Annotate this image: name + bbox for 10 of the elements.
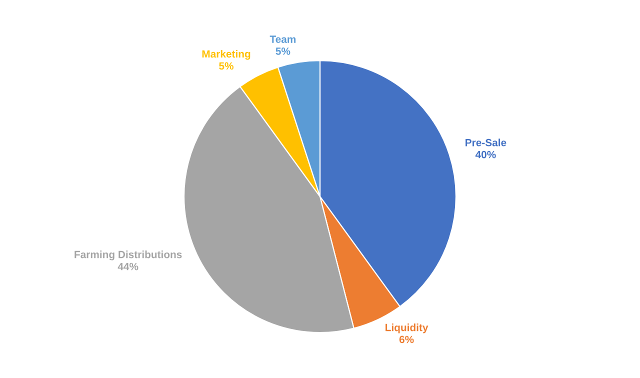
slice-label: Marketing [202,50,250,60]
data-label: 44% [118,262,138,270]
data-label: 6% [399,336,414,344]
data-label: 5% [219,62,234,70]
slice-label: Farming Distributions [74,250,182,260]
slice-label: Liquidity [386,324,428,334]
data-label: 40% [475,150,496,158]
slice-label: Team [270,36,296,43]
data-label: 5% [276,48,290,55]
slice-label: Pre-Sale [466,138,506,146]
